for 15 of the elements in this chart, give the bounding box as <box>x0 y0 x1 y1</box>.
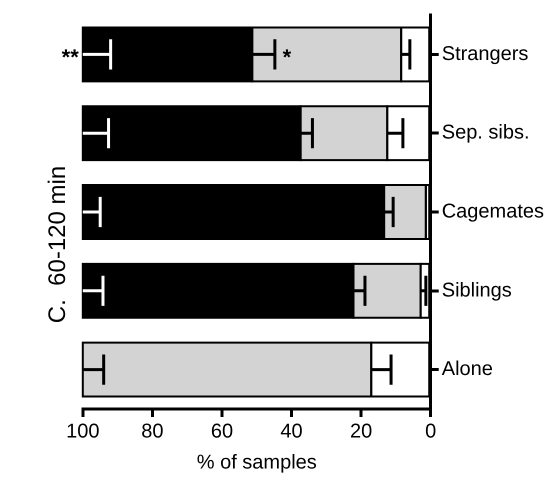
y-tick-label: Strangers <box>442 42 528 65</box>
annotation: * <box>282 44 292 70</box>
annotation: ** <box>62 44 80 70</box>
x-tick-label: 0 <box>425 420 436 443</box>
y-tick-label: Sep. sibs. <box>442 122 530 144</box>
x-tick-label: 40 <box>280 420 303 443</box>
y-tick-label: Siblings <box>442 279 512 302</box>
text: C. 60-120 min <box>44 166 72 324</box>
x-tick-label: 60 <box>210 420 234 443</box>
x-tick-label: 100 <box>66 420 100 443</box>
y-tick-label: Cagemates <box>442 200 544 223</box>
x-tick-label: 20 <box>350 420 372 443</box>
y-tick-label: Alone <box>442 358 493 380</box>
x-tick-label: 80 <box>141 420 164 443</box>
x-axis-title: % of samples <box>196 452 317 474</box>
